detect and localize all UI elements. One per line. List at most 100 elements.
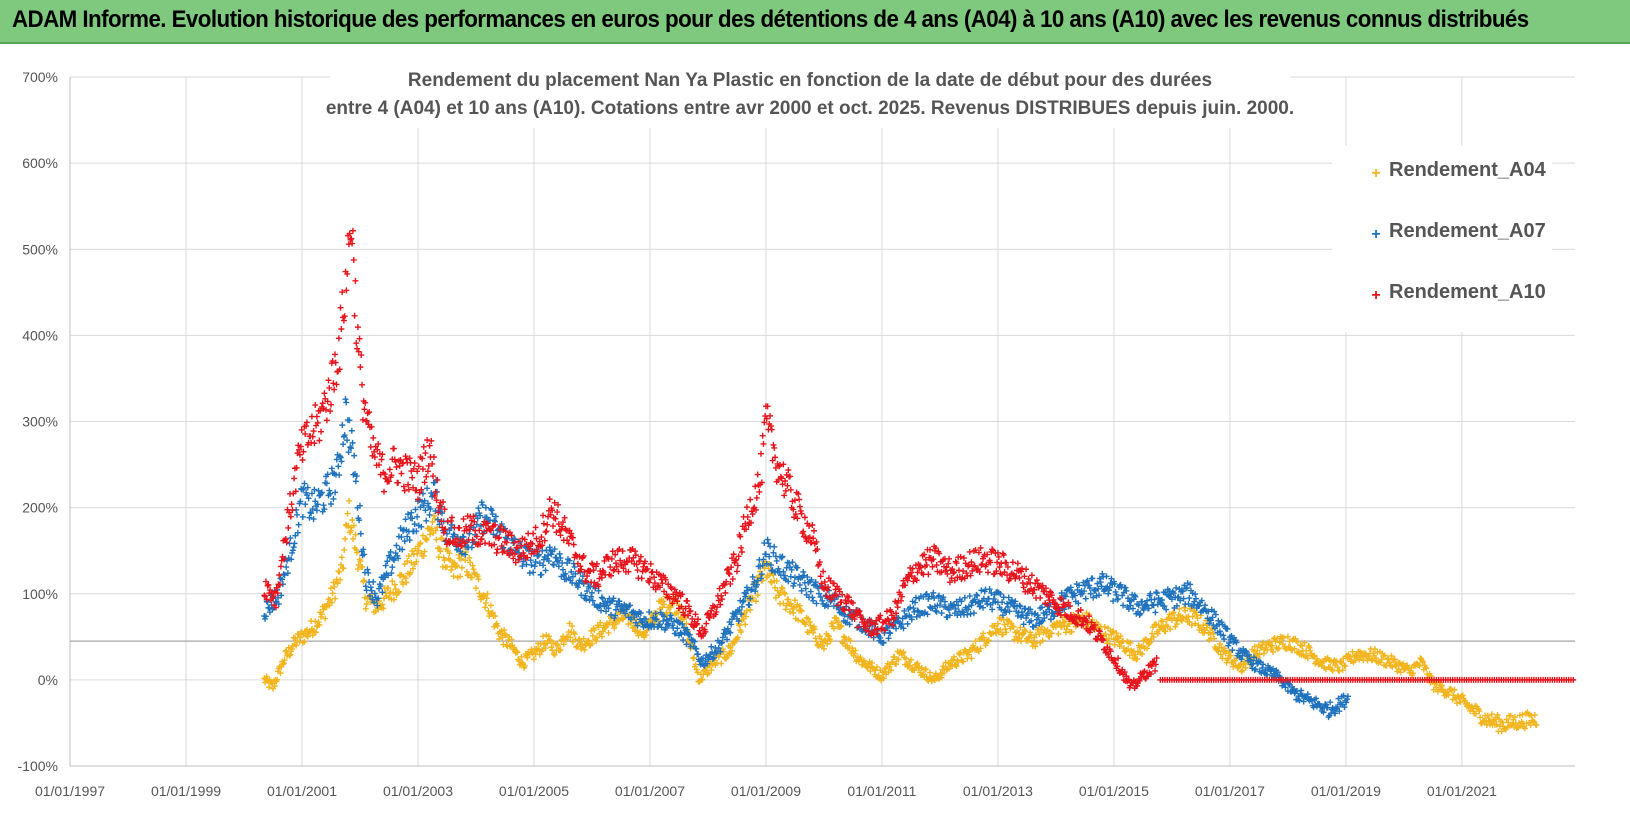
series-point [599, 628, 606, 635]
series-point [1206, 620, 1213, 627]
series-point [545, 633, 552, 640]
series-point [593, 638, 600, 645]
series-point [1102, 631, 1109, 638]
series-point [749, 573, 756, 580]
series-point [304, 633, 311, 640]
series-point [321, 506, 328, 513]
series-point [684, 626, 691, 633]
series-point [1226, 639, 1233, 646]
series-point [302, 501, 309, 508]
series-point [1306, 644, 1313, 651]
series-point [780, 568, 787, 575]
series-point [1531, 712, 1538, 719]
series-point [1262, 667, 1269, 674]
series-point [775, 565, 782, 572]
series-point [462, 557, 469, 564]
series-point [346, 417, 353, 424]
series-point [520, 558, 527, 565]
series-point [1086, 585, 1093, 592]
series-point [488, 507, 495, 514]
series-point [1111, 641, 1118, 648]
series-point [1211, 608, 1218, 615]
series-point [997, 627, 1004, 634]
series-point [551, 546, 558, 553]
series-point [583, 588, 590, 595]
series-point [365, 569, 372, 576]
series-point [989, 606, 996, 613]
series-point [608, 611, 615, 618]
series-point [322, 615, 329, 622]
series-point [1028, 617, 1035, 624]
series-point [540, 633, 547, 640]
series-point [748, 586, 755, 593]
series-point [988, 589, 995, 596]
series-point [924, 611, 931, 618]
series-point [346, 497, 353, 504]
series-point [370, 578, 377, 585]
series-point [367, 584, 374, 591]
series-point [437, 548, 444, 555]
series-point [472, 585, 479, 592]
series-point [901, 607, 908, 614]
series-point [1256, 651, 1263, 658]
series-point [318, 611, 325, 618]
x-tick-label: 01/01/2009 [731, 783, 801, 799]
series-point [278, 592, 285, 599]
series-point [880, 639, 887, 646]
series-point [753, 581, 760, 588]
series-point [765, 540, 772, 547]
series-point [360, 546, 367, 553]
series-point [1150, 602, 1157, 609]
series-point [540, 562, 547, 569]
series-point [597, 602, 604, 609]
series-point [1300, 698, 1307, 705]
series-point [460, 534, 467, 541]
series-point [1221, 636, 1228, 643]
series-point [728, 647, 735, 654]
series-point [380, 605, 387, 612]
data-series [261, 227, 1577, 735]
series-point [455, 551, 462, 558]
series-point [294, 511, 301, 518]
series-point [1186, 595, 1193, 602]
series-point [399, 546, 406, 553]
series-point [431, 515, 438, 522]
series-point [458, 555, 465, 562]
series-point [1087, 590, 1094, 597]
series-point [542, 567, 549, 574]
series-point [423, 517, 430, 524]
series-point [1242, 664, 1249, 671]
series-point [374, 602, 381, 609]
series-point [921, 610, 928, 617]
series-point [356, 502, 363, 509]
series-point [1304, 655, 1311, 662]
series-point [1386, 659, 1393, 666]
series-point [695, 651, 702, 658]
series-point [554, 558, 561, 565]
series-point [1038, 624, 1045, 631]
series-point [662, 625, 669, 632]
series-point [337, 576, 344, 583]
series-point [285, 644, 292, 651]
series-point [766, 553, 773, 560]
series-point [466, 554, 473, 561]
series-point [1507, 712, 1514, 719]
series-point [816, 633, 823, 640]
series-point [915, 608, 922, 615]
series-point [643, 627, 650, 634]
series-point [961, 594, 968, 601]
series-point [1384, 656, 1391, 663]
series-point [1334, 664, 1341, 671]
y-tick-label: 100% [22, 586, 58, 602]
series-point [1125, 646, 1132, 653]
series-point [1301, 639, 1308, 646]
series-point [994, 620, 1001, 627]
series-point [941, 669, 948, 676]
series-point [782, 590, 789, 597]
series-point [316, 621, 323, 628]
series-point [1004, 603, 1011, 610]
series-point [279, 661, 286, 668]
series-point [1401, 666, 1408, 673]
series-point [328, 599, 335, 606]
series-point [458, 550, 465, 557]
